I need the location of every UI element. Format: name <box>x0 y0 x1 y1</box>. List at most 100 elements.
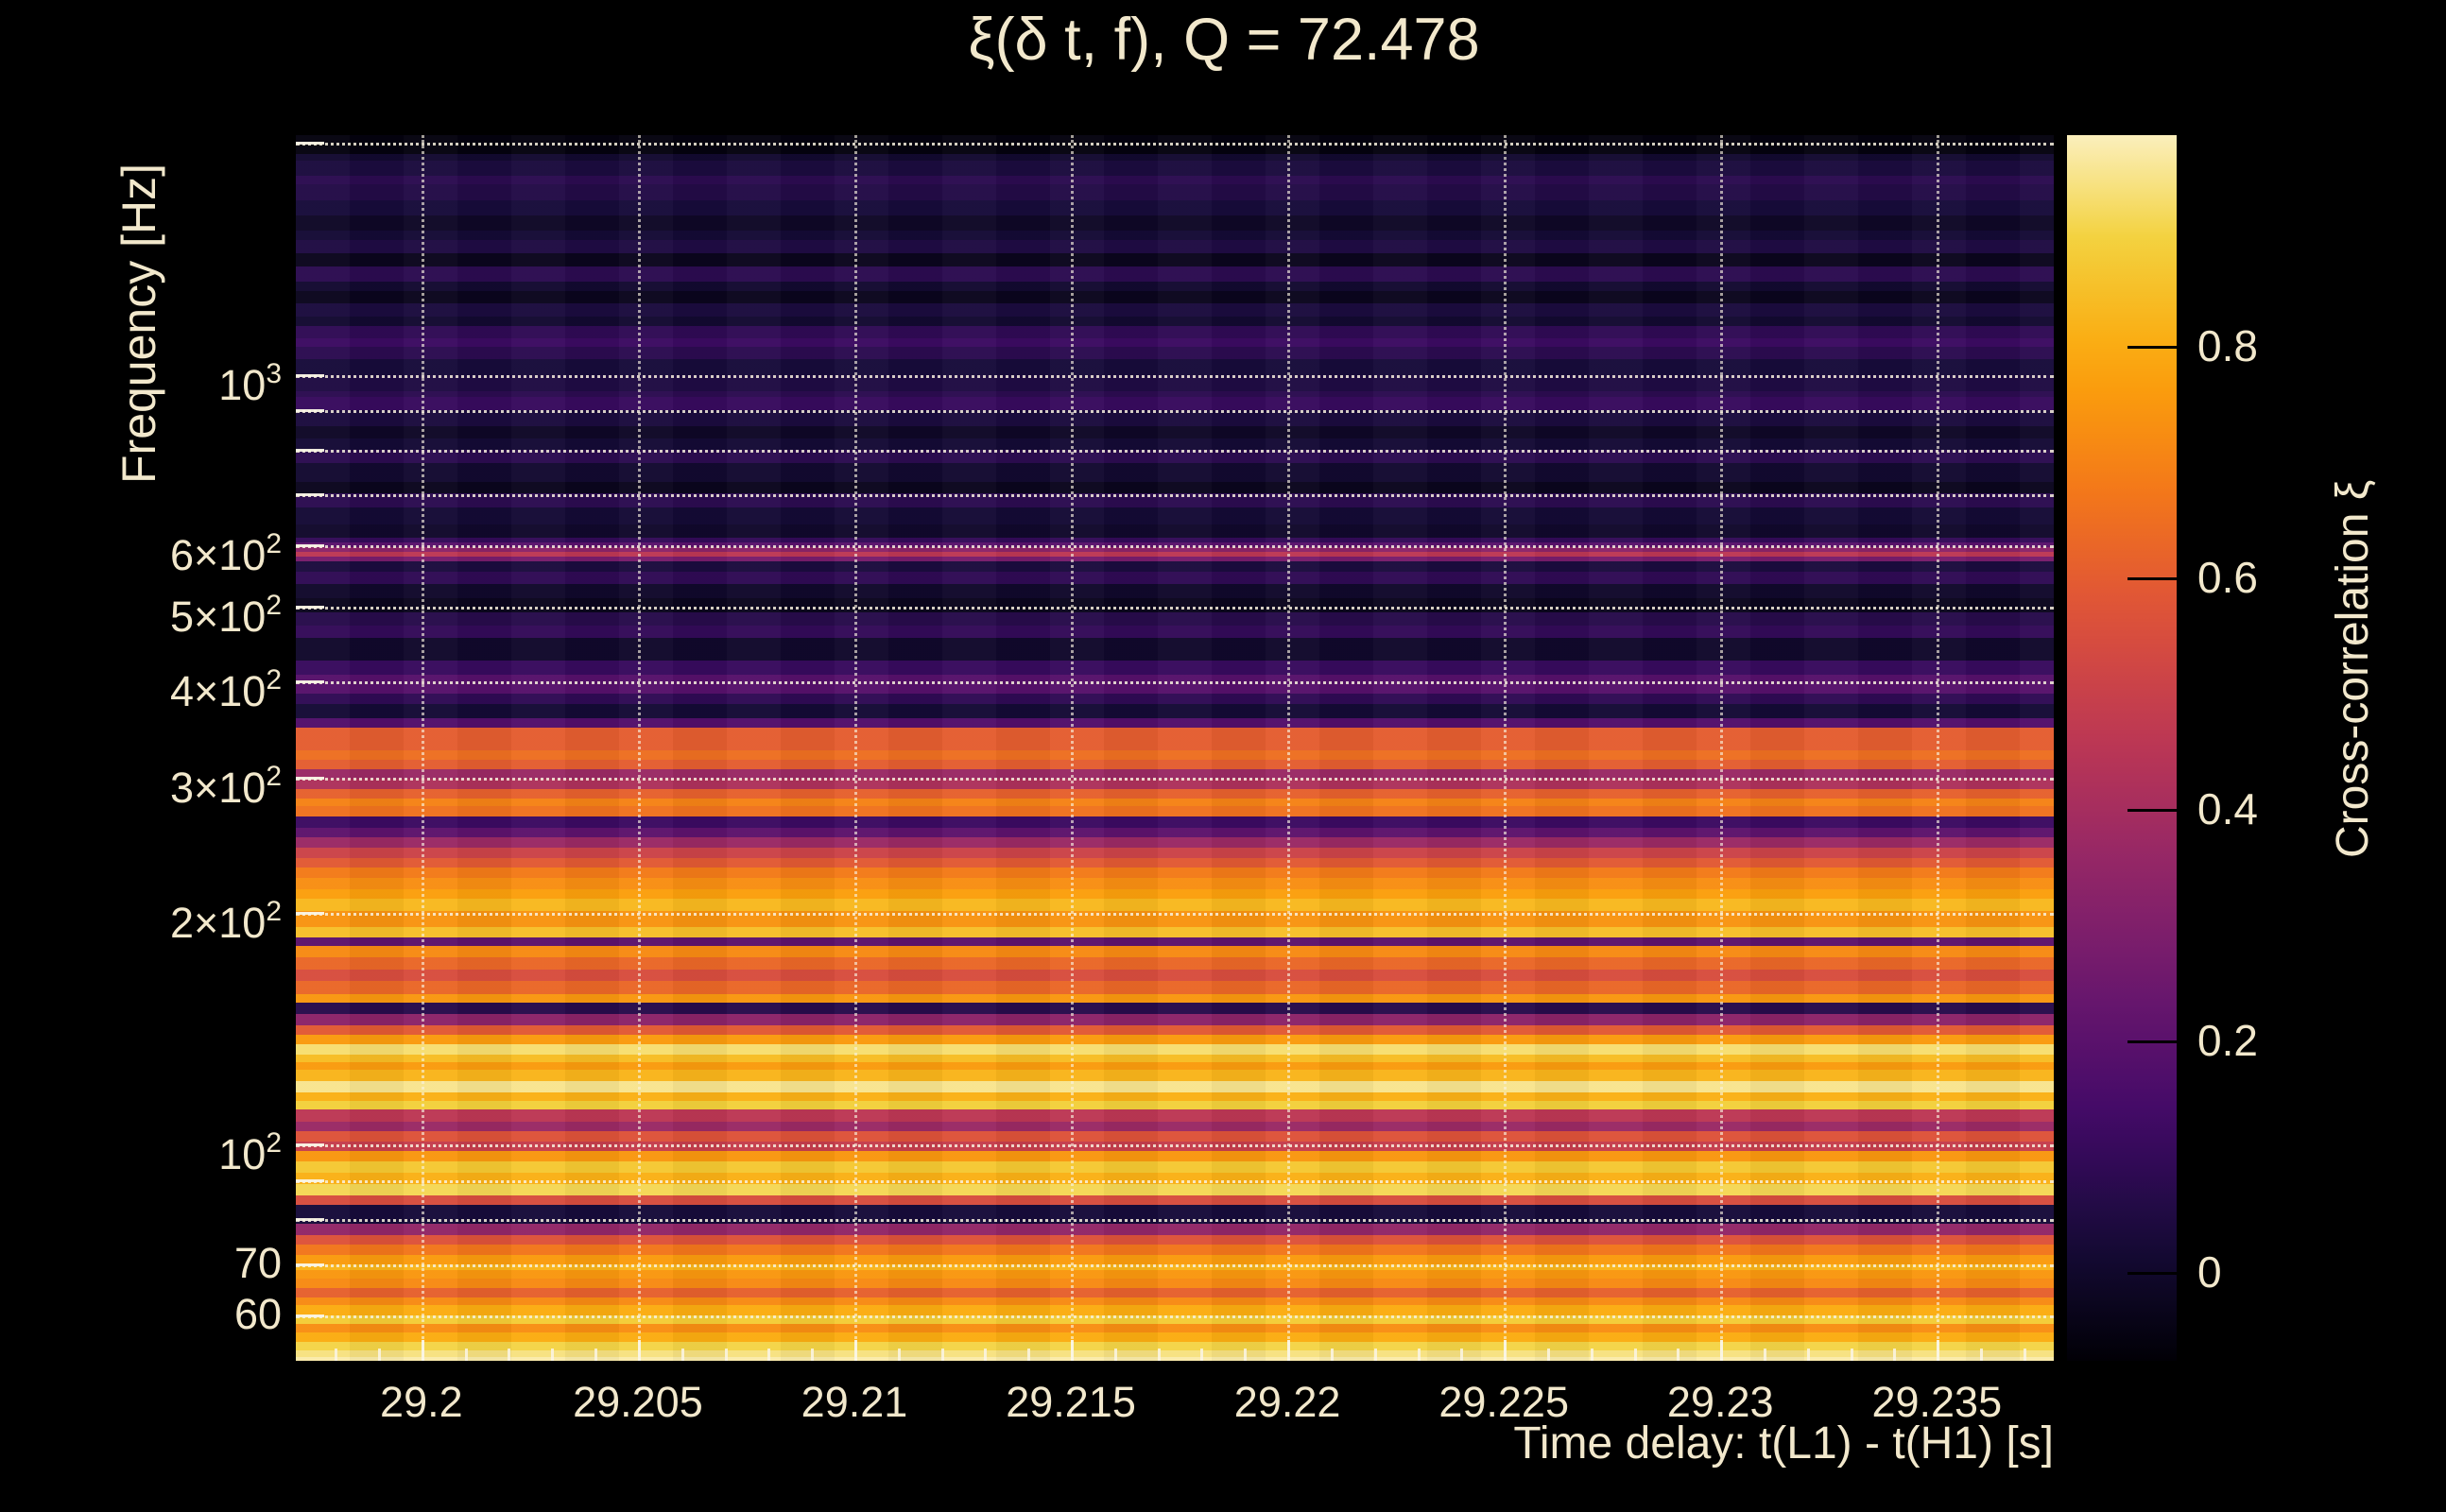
frequency-band <box>296 926 2054 938</box>
x-axis-minor-tick <box>1157 1349 1161 1361</box>
colorbar-tick-label: 0.4 <box>2197 784 2258 834</box>
h-gridline <box>296 449 2054 453</box>
frequency-band <box>296 1151 2054 1163</box>
frequency-band <box>296 1278 2054 1289</box>
x-axis-major-tick <box>421 1340 424 1361</box>
frequency-band <box>296 184 2054 202</box>
x-axis-minor-tick <box>1806 1349 1810 1361</box>
frequency-band <box>296 878 2054 890</box>
x-axis-minor-tick <box>508 1349 511 1361</box>
colorbar-tick-label: 0.6 <box>2197 553 2258 603</box>
frequency-band <box>296 1080 2054 1093</box>
time-bin-texture <box>296 135 2054 1361</box>
frequency-band <box>296 798 2054 808</box>
colorbar-gradient <box>2067 135 2177 1361</box>
y-axis-tick <box>296 605 324 609</box>
x-axis-major-tick <box>1287 1340 1291 1361</box>
y-tick-label: 103 <box>218 357 282 409</box>
frequency-band <box>296 1297 2054 1307</box>
colorbar-tick <box>2127 1040 2177 1043</box>
frequency-band <box>296 326 2054 340</box>
frequency-band <box>296 857 2054 869</box>
heatmap-plot-area <box>296 135 2054 1361</box>
v-gridline <box>1720 135 1724 1361</box>
frequency-band <box>296 1287 2054 1298</box>
frequency-band <box>296 493 2054 509</box>
frequency-band <box>296 769 2054 780</box>
frequency-band <box>296 1109 2054 1124</box>
frequency-band <box>296 806 2054 817</box>
h-gridline <box>296 777 2054 781</box>
x-axis-minor-tick <box>1850 1349 1853 1361</box>
colorbar-tick <box>2127 809 2177 813</box>
colorbar-title: Cross-correlation ξ <box>2328 479 2378 858</box>
frequency-band <box>296 1244 2054 1256</box>
frequency-band <box>296 524 2054 539</box>
x-axis-minor-tick <box>464 1349 468 1361</box>
x-axis-minor-tick <box>1633 1349 1637 1361</box>
x-axis-title: Time delay: t(L1) - t(H1) [s] <box>1513 1418 2054 1469</box>
x-tick-label: 29.22 <box>1233 1378 1341 1426</box>
frequency-band <box>296 993 2054 1004</box>
frequency-band <box>296 482 2054 495</box>
v-gridline <box>1287 135 1291 1361</box>
frequency-band <box>296 409 2054 428</box>
frequency-band <box>296 638 2054 662</box>
y-axis-tick <box>296 408 324 412</box>
frequency-band <box>296 1024 2054 1036</box>
y-axis-tick <box>296 1263 324 1266</box>
frequency-band <box>296 230 2054 241</box>
y-tick-label: 60 <box>233 1290 282 1339</box>
frequency-band <box>296 560 2054 573</box>
frequency-band <box>296 175 2054 186</box>
frequency-band <box>296 551 2054 558</box>
frequency-band <box>296 703 2054 720</box>
h-gridline <box>296 493 2054 497</box>
frequency-band <box>296 760 2054 771</box>
frequency-band <box>296 1161 2054 1174</box>
y-tick-label: 4×102 <box>169 663 282 715</box>
frequency-band <box>296 728 2054 752</box>
x-axis-minor-tick <box>1330 1349 1334 1361</box>
y-tick-label: 2×102 <box>169 896 282 948</box>
frequency-band <box>296 463 2054 484</box>
x-axis-major-tick <box>1937 1340 1940 1361</box>
frequency-band <box>296 1044 2054 1056</box>
frequency-band <box>296 1235 2054 1246</box>
frequency-band <box>296 848 2054 859</box>
frequency-band <box>296 426 2054 440</box>
frequency-band <box>296 338 2054 349</box>
x-axis-minor-tick <box>378 1349 382 1361</box>
frequency-band <box>296 1263 2054 1272</box>
frequency-band <box>296 981 2054 995</box>
h-gridline <box>296 913 2054 917</box>
frequency-band <box>296 302 2054 318</box>
x-axis-minor-tick <box>1677 1349 1680 1361</box>
frequency-band <box>296 1315 2054 1326</box>
frequency-band <box>296 200 2054 216</box>
x-axis-minor-tick <box>724 1349 728 1361</box>
frequency-band <box>296 969 2054 983</box>
h-gridline <box>296 606 2054 610</box>
x-axis-minor-tick <box>1200 1349 1204 1361</box>
chart-title: ξ(δ t, f), Q = 72.478 <box>968 7 1480 73</box>
x-axis-major-tick <box>637 1340 641 1361</box>
frequency-band <box>296 1013 2054 1026</box>
frequency-band <box>296 1341 2054 1352</box>
frequency-band <box>296 547 2054 553</box>
colorbar-tick <box>2127 577 2177 581</box>
h-gridline <box>296 1144 2054 1148</box>
frequency-band <box>296 154 2054 163</box>
y-tick-label: 5×102 <box>169 589 282 641</box>
x-axis-minor-tick <box>594 1349 598 1361</box>
y-axis-tick <box>296 1218 324 1222</box>
x-axis-major-tick <box>853 1340 857 1361</box>
x-tick-label: 29.2 <box>380 1378 463 1426</box>
frequency-band <box>296 317 2054 328</box>
frequency-band <box>296 836 2054 850</box>
frequency-band <box>296 625 2054 640</box>
x-axis-minor-tick <box>1417 1349 1421 1361</box>
frequency-band <box>296 868 2054 880</box>
x-axis-major-tick <box>1720 1340 1724 1361</box>
